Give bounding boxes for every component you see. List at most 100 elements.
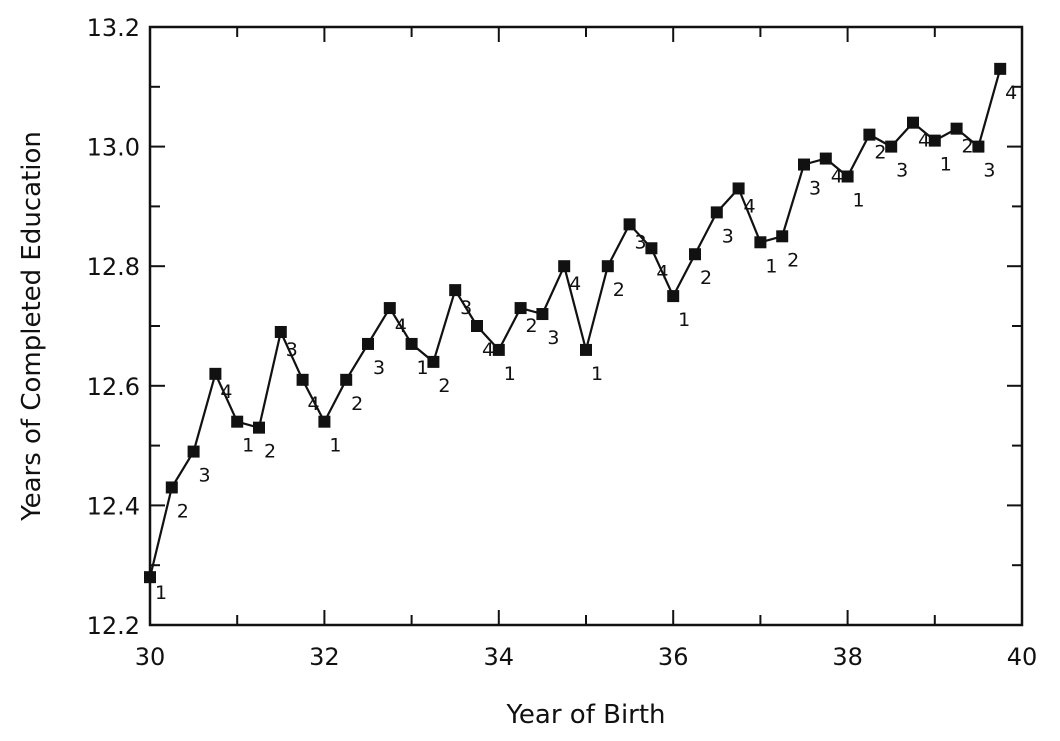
quarter-label: 1 (504, 363, 516, 385)
quarter-label: 4 (918, 130, 930, 152)
quarter-label: 3 (460, 297, 472, 319)
y-tick-label: 12.6 (87, 373, 140, 401)
quarter-label: 2 (438, 375, 450, 397)
data-point-marker (601, 260, 614, 273)
data-point-marker (492, 343, 505, 356)
data-point-marker (405, 337, 418, 350)
data-point-marker (754, 236, 767, 249)
series-line (148, 68, 1002, 578)
quarter-label: 1 (242, 435, 254, 457)
quarter-label: 2 (962, 136, 974, 158)
x-tick-label: 32 (309, 643, 340, 671)
x-tick-label: 38 (832, 643, 863, 671)
quarter-label: 3 (199, 465, 211, 487)
data-point-marker (972, 140, 985, 153)
series-line-group (148, 68, 1002, 578)
data-point-marker (667, 290, 680, 303)
x-tick-label: 34 (484, 643, 515, 671)
data-point-marker (383, 302, 396, 315)
quarter-label: 1 (155, 582, 167, 604)
quarter-label: 4 (1005, 82, 1017, 104)
quarter-label: 3 (722, 225, 734, 247)
quarter-label: 3 (983, 160, 995, 182)
data-point-marker (863, 128, 876, 141)
quarter-label: 4 (482, 339, 494, 361)
data-point-marker (776, 230, 789, 243)
data-point-marker (885, 140, 898, 153)
quarter-label: 3 (635, 231, 647, 253)
quarter-label: 1 (940, 154, 952, 176)
quarter-label: 2 (526, 315, 538, 337)
data-point-marker (187, 445, 200, 458)
quarter-label: 4 (308, 393, 320, 415)
data-point-marker (449, 284, 462, 297)
data-point-marker (732, 182, 745, 195)
quarter-label: 3 (896, 160, 908, 182)
quarter-label: 3 (547, 327, 559, 349)
quarter-label: 4 (656, 261, 668, 283)
data-point-marker (689, 248, 701, 261)
y-tick-label: 13.0 (87, 134, 140, 162)
quarter-label: 4 (831, 166, 843, 188)
data-point-marker (296, 373, 309, 386)
data-point-marker (209, 367, 222, 380)
y-tick-label: 12.2 (87, 612, 140, 640)
y-axis-title: Years of Completed Education (17, 131, 47, 522)
data-point-marker (318, 415, 331, 428)
quarter-label: 1 (329, 435, 341, 457)
quarter-label: 1 (591, 363, 603, 385)
quarter-label: 4 (569, 273, 581, 295)
x-axis-title: Year of Birth (505, 700, 665, 730)
x-tick-label: 36 (658, 643, 689, 671)
quarter-label: 2 (177, 500, 189, 522)
quarter-label: 3 (809, 178, 821, 200)
y-tick-label: 13.2 (87, 14, 140, 42)
quarter-label: 1 (765, 255, 777, 277)
quarter-label: 4 (220, 381, 232, 403)
data-point-marker (798, 158, 810, 171)
data-point-marker (710, 206, 723, 219)
data-point-marker (253, 421, 265, 434)
quarter-label: 1 (678, 309, 690, 331)
data-point-marker (841, 170, 854, 183)
y-tick-label: 12.8 (87, 253, 140, 281)
data-point-marker (536, 308, 549, 321)
data-point-marker (144, 571, 156, 584)
data-point-marker (928, 134, 941, 147)
data-point-marker (623, 218, 636, 231)
data-point-marker (558, 260, 571, 273)
quarter-label: 1 (417, 357, 429, 379)
data-point-marker (907, 116, 919, 129)
data-point-marker (362, 337, 374, 350)
data-point-marker (950, 122, 963, 135)
series-points-group (144, 62, 1007, 584)
quarter-label: 2 (264, 441, 276, 463)
data-point-marker (819, 152, 832, 165)
x-tick-label: 30 (135, 643, 166, 671)
data-point-marker (165, 481, 178, 494)
data-point-marker (231, 415, 244, 428)
data-point-marker (994, 62, 1007, 75)
quarter-label: 2 (613, 279, 625, 301)
data-point-marker (427, 355, 440, 368)
quarter-label: 3 (286, 339, 298, 361)
quarter-label: 4 (395, 315, 407, 337)
quarter-label: 2 (351, 393, 363, 415)
data-point-marker (645, 242, 658, 255)
data-point-marker (340, 373, 353, 386)
data-point-marker (580, 343, 592, 356)
y-tick-label: 12.4 (87, 492, 140, 520)
quarter-label: 4 (744, 195, 756, 217)
data-point-marker (471, 320, 483, 332)
x-tick-label: 40 (1007, 643, 1038, 671)
data-point-marker (514, 302, 527, 315)
quarter-label: 2 (874, 142, 886, 164)
quarter-label: 1 (853, 190, 865, 212)
quarter-label: 2 (787, 249, 799, 271)
quarter-label: 3 (373, 357, 385, 379)
data-point-marker (274, 325, 287, 338)
